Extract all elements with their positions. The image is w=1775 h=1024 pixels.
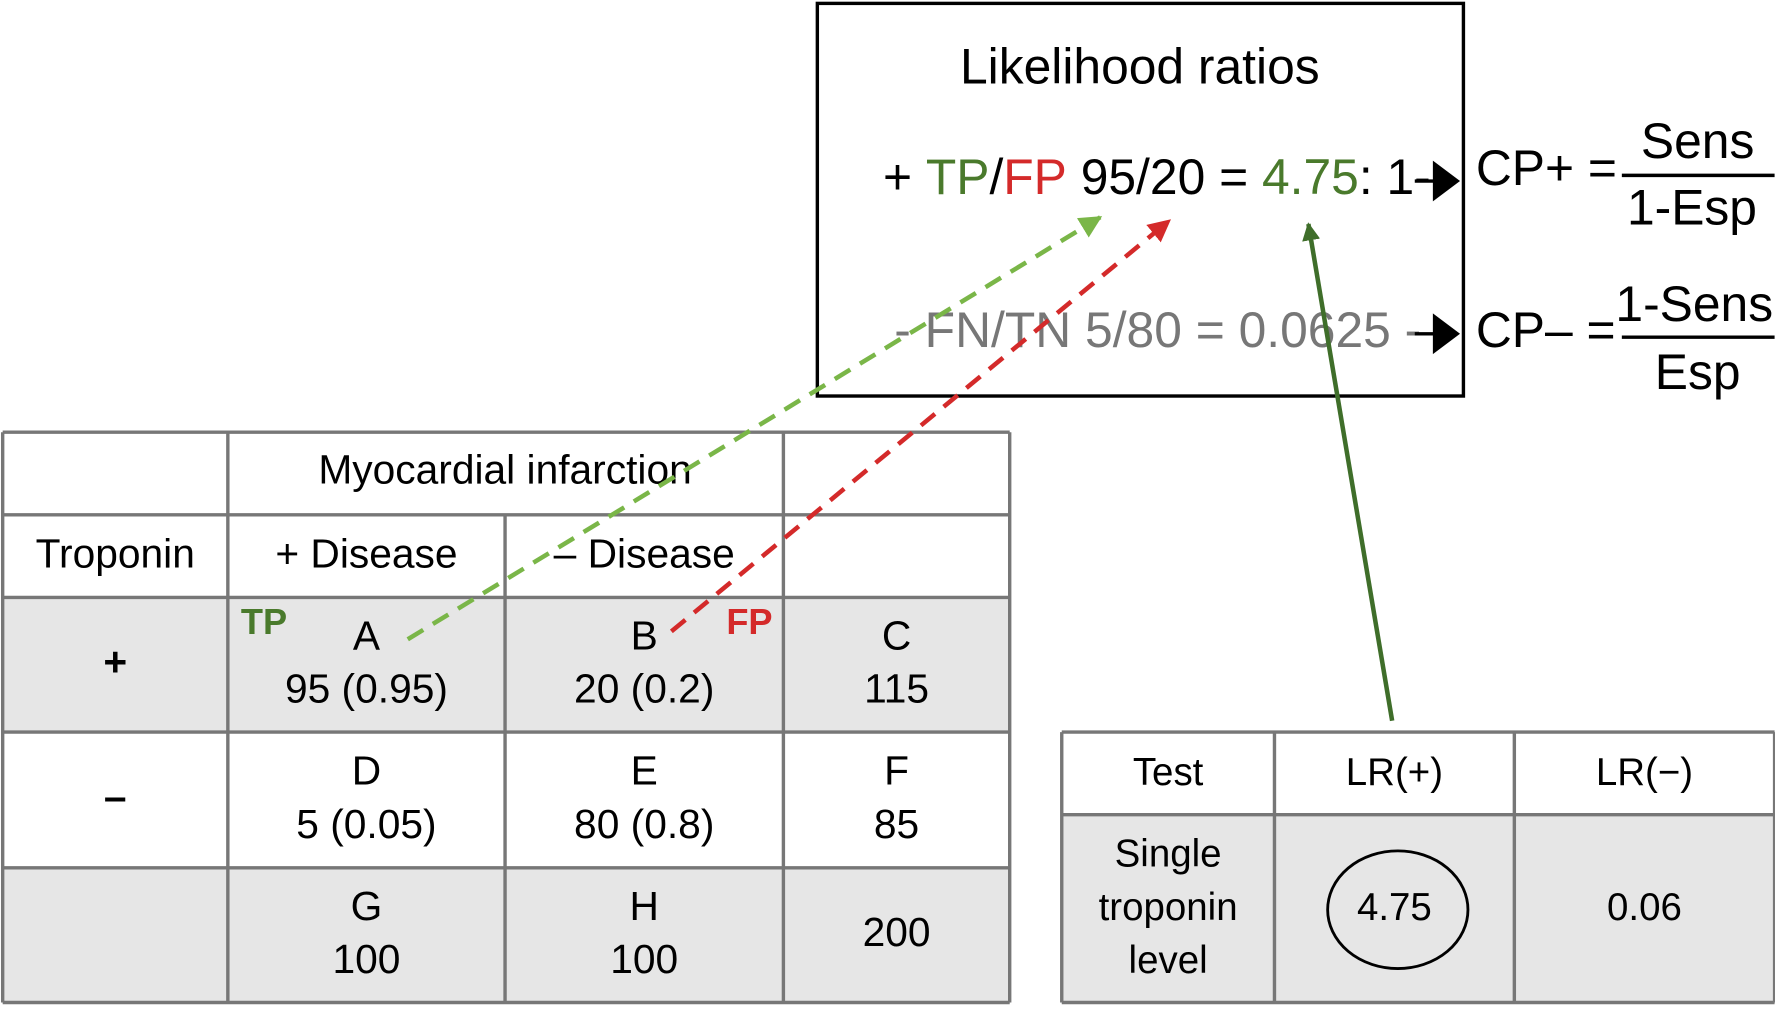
numerator: Sens [1641, 113, 1754, 169]
tables: Myocardial infarction Troponin + Disease – … [0, 430, 1775, 1005]
formula-label: CP– = [1476, 302, 1616, 358]
test-name: troponin [1099, 886, 1238, 929]
test-name: Single [1115, 833, 1222, 876]
cell-letter: F [884, 748, 909, 794]
row-header: Troponin [36, 530, 195, 576]
box-title: Likelihood ratios [960, 38, 1320, 94]
highlight-ellipse [1326, 849, 1470, 970]
lr-box [815, 1, 1466, 398]
cell-letter: C [882, 612, 911, 658]
cell-value: 20 (0.2) [574, 666, 714, 712]
cell-letter: G [351, 883, 383, 929]
denominator: 1-Esp [1627, 180, 1757, 236]
cell-value: 85 [874, 801, 919, 847]
negative-lr: - FN/TN 5/80 = 0.0625 - [894, 302, 1421, 358]
cell-value: 95 (0.95) [285, 666, 448, 712]
test-header: LR(+) [1346, 751, 1443, 794]
cell-value: 100 [332, 936, 400, 982]
table-header: Myocardial infarction [318, 447, 691, 493]
test-name: level [1129, 939, 1208, 982]
cell-letter: D [352, 748, 381, 794]
cell-value: 200 [863, 909, 931, 955]
cell-value: 80 (0.8) [574, 801, 714, 847]
column-header: + Disease [275, 530, 457, 576]
arrow-head [1432, 313, 1461, 355]
cell-letter: E [631, 748, 658, 794]
row-label: – [104, 774, 127, 820]
fp-tag: FP [726, 601, 772, 642]
denominator: Esp [1655, 344, 1741, 400]
tp-tag: TP [241, 601, 287, 642]
test-header: Test [1133, 751, 1204, 794]
row-bg [1061, 814, 1775, 1003]
test-header: LR(−) [1596, 751, 1693, 794]
cell-letter: A [353, 612, 381, 658]
formula-label: CP+ = [1476, 140, 1617, 196]
positive-lr: + TP/FP 95/20 = 4.75: 1- [883, 149, 1431, 205]
cell-letter: H [630, 883, 659, 929]
numerator: 1-Sens [1615, 276, 1773, 332]
fp-arrow [669, 218, 1171, 634]
row-label: + [103, 639, 127, 685]
cell-value: 100 [610, 936, 678, 982]
tp-arrow [406, 215, 1103, 642]
cell-value: 115 [864, 666, 929, 712]
cell-value: 5 (0.05) [296, 801, 436, 847]
lr-negative: 0.06 [1607, 886, 1682, 929]
lr-arrow [1302, 222, 1395, 722]
lr-positive: 4.75 [1357, 886, 1432, 929]
column-header: – Disease [554, 530, 735, 576]
arrow-head [1432, 160, 1461, 202]
cell-letter: B [631, 612, 658, 658]
arrows [406, 215, 1395, 722]
